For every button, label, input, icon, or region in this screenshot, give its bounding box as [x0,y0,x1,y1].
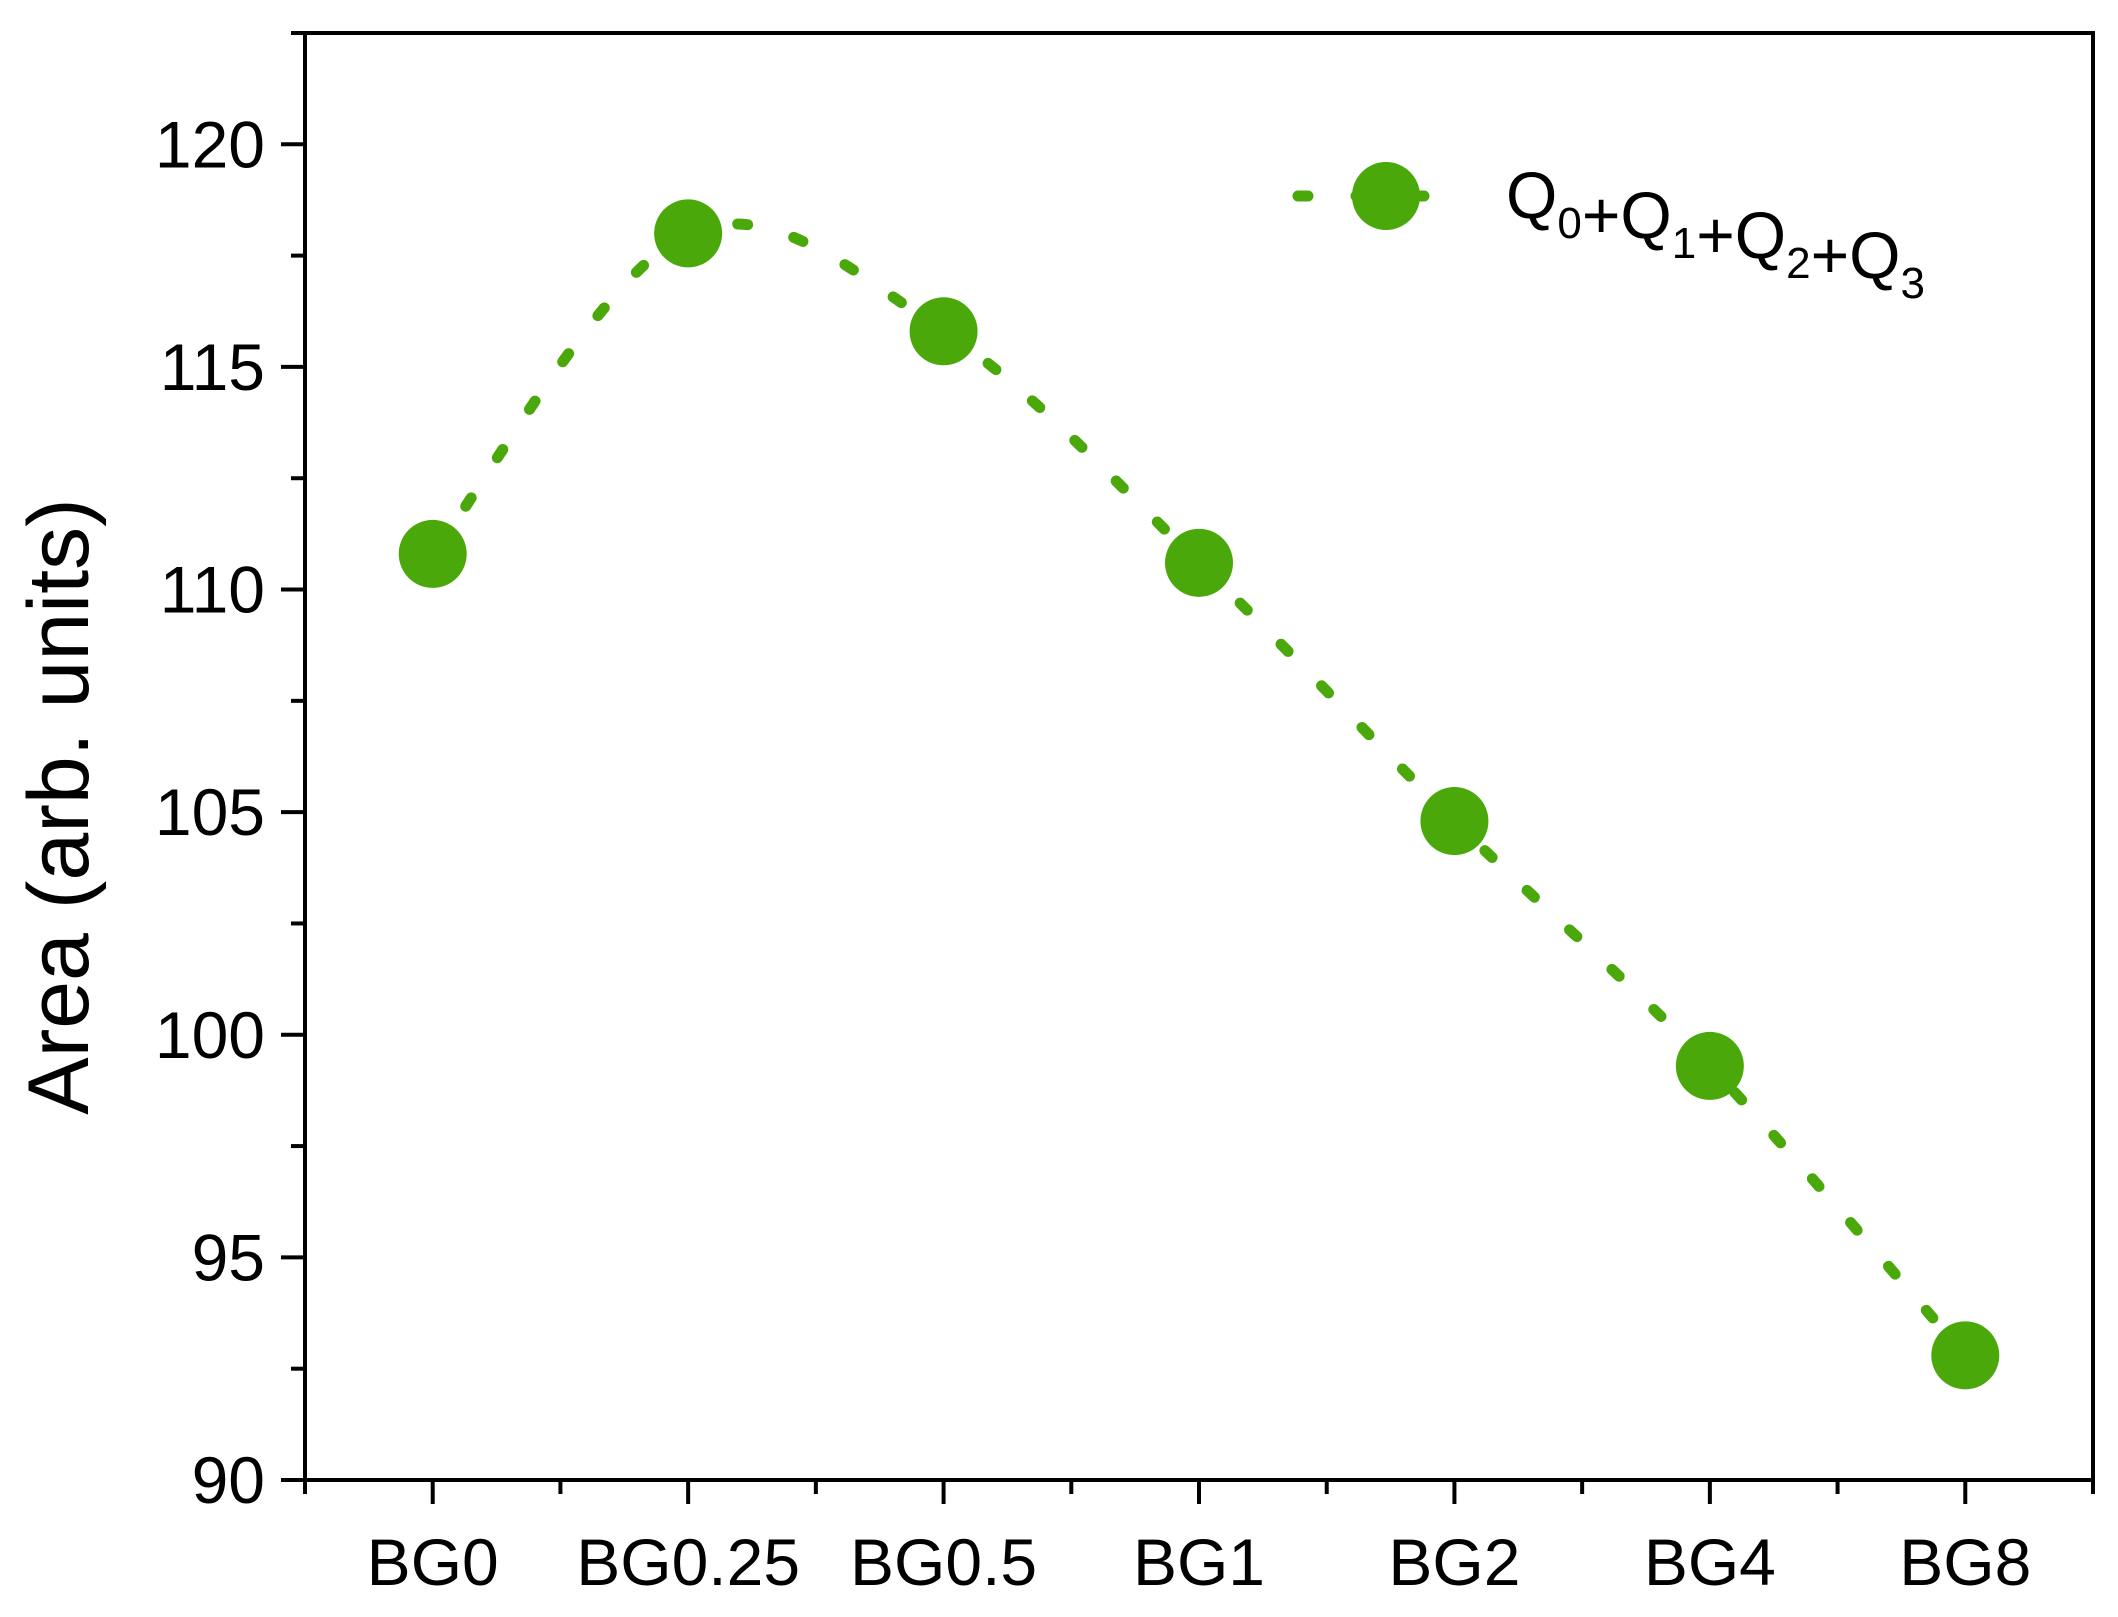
plot-frame [303,31,2095,1482]
legend-text-part: Q [1506,158,1557,232]
x-tick-label: BG0.25 [576,1525,800,1599]
legend-subscript: 0 [1557,199,1581,248]
legend-marker [1352,162,1420,230]
x-axis-ticks: BG0 BG0.25 BG0.5 BG1 BG2 BG4 BG8 [303,1480,2095,1599]
x-tick-label: BG0.5 [850,1525,1037,1599]
legend-subscript: 1 [1672,219,1696,268]
data-point-bg0-5 [909,297,978,366]
legend-label: Q0+Q1+Q2+Q3 [1506,158,1925,308]
data-point-bg4 [1675,1031,1744,1100]
x-tick-label: BG8 [1899,1525,2031,1599]
y-tick-label: 100 [155,998,265,1072]
legend: Q0+Q1+Q2+Q3 [1292,158,1925,308]
data-point-bg8 [1931,1321,2000,1390]
data-point-bg0-25 [654,199,723,268]
y-axis-ticks: 90 95 100 105 110 115 120 [155,31,305,1517]
legend-text-part: +Q [1696,198,1786,272]
x-tick-label: BG0 [367,1525,499,1599]
legend-text-part: +Q [1582,178,1672,252]
legend-text-part: +Q [1811,218,1901,292]
x-tick-label: BG1 [1133,1525,1265,1599]
y-tick-label: 95 [192,1220,265,1294]
y-tick-label: 105 [155,775,265,849]
data-point-bg1 [1165,528,1233,597]
y-axis-title: Area (arb. units) [11,498,107,1115]
legend-subscript: 3 [1900,259,1924,308]
data-point-bg0 [398,519,467,588]
x-tick-label: BG2 [1388,1525,1520,1599]
series-points [398,199,2000,1390]
data-point-bg2 [1420,787,1489,856]
y-tick-label: 110 [160,553,265,627]
x-tick-label: BG4 [1644,1525,1776,1599]
legend-subscript: 2 [1786,239,1810,288]
y-tick-label: 90 [192,1443,265,1517]
y-tick-label: 115 [160,330,265,404]
y-tick-label: 120 [155,107,265,181]
